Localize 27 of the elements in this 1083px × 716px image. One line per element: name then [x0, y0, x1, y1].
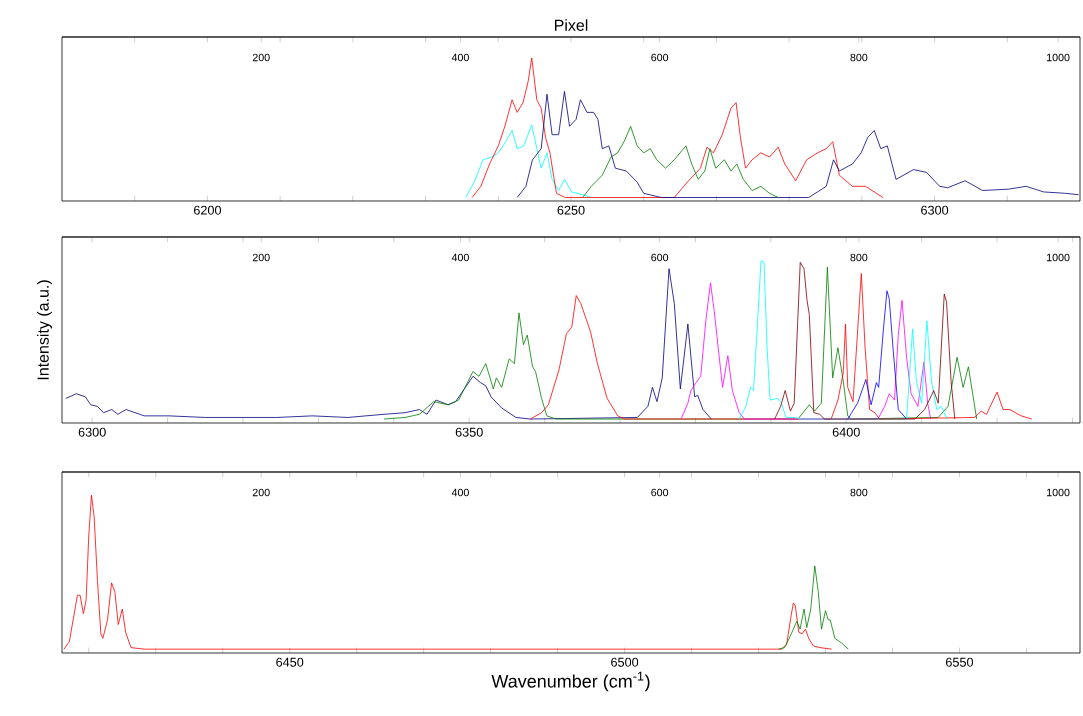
x-tick-label: 6350 [455, 427, 483, 437]
x2-axis-title: Pixel [554, 19, 588, 31]
x2-tick-label: 400 [451, 253, 469, 262]
x-tick-label: 6500 [611, 657, 639, 667]
x-tick-label: 6550 [946, 657, 974, 667]
x2-tick-label: 1000 [1047, 53, 1070, 62]
x2-tick-label: 800 [850, 53, 868, 62]
x2-tick-label: 600 [651, 253, 669, 262]
x2-tick-label: 600 [651, 53, 669, 62]
x2-tick-label: 800 [850, 253, 868, 262]
x2-tick-label: 200 [252, 488, 270, 497]
x-tick-label: 6400 [832, 427, 860, 437]
x2-tick-label: 600 [651, 488, 669, 497]
x-tick-label: 6250 [557, 205, 585, 215]
x-tick-label: 6200 [193, 205, 222, 215]
x2-tick-label: 1000 [1047, 488, 1070, 497]
x-axis-title: Wavenumber (cm$^{-1}$) [491, 671, 650, 692]
x2-tick-label: 200 [252, 53, 270, 62]
x2-tick-label: 400 [451, 488, 469, 497]
x-tick-label: 6300 [78, 427, 106, 437]
x2-tick-label: 200 [252, 253, 270, 262]
x2-tick-label: 1000 [1047, 253, 1070, 262]
x-tick-label: 6300 [921, 205, 949, 215]
x2-tick-label: 800 [850, 488, 868, 497]
x2-tick-label: 400 [451, 53, 469, 62]
y-axis-title: Intensity (a.u.) [37, 280, 52, 380]
x-tick-label: 6450 [276, 657, 304, 667]
